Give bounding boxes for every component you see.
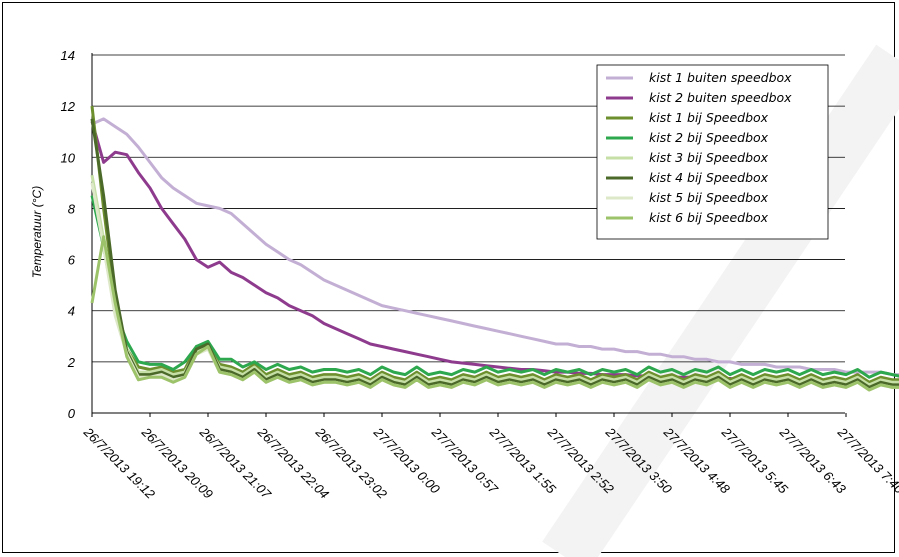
series-line-5: [90, 174, 899, 387]
y-tick-label: 12: [61, 99, 76, 114]
y-tick-label: 6: [68, 253, 76, 268]
series-line-1: [91, 117, 899, 377]
y-tick-label: 0: [68, 406, 76, 421]
series-line-8: [90, 235, 899, 392]
legend-label-7: kist 5 bij Speedbox: [649, 190, 769, 205]
legend-label-3: kist 1 bij Speedbox: [649, 110, 769, 125]
y-tick-label: 2: [67, 355, 76, 370]
legend-label-2: kist 2 buiten speedbox: [649, 90, 792, 105]
y-axis-ticks: 0 2 4 6 8 10 12 14: [61, 48, 76, 421]
legend-label-8: kist 6 bij Speedbox: [649, 210, 769, 225]
y-tick-label: 8: [68, 201, 76, 216]
legend: kist 1 buiten speedbox kist 2 buiten spee…: [596, 64, 829, 240]
legend-label-5: kist 3 bij Speedbox: [649, 150, 769, 165]
legend-label-1: kist 1 buiten speedbox: [649, 70, 792, 85]
legend-label-4: kist 2 bij Speedbox: [649, 130, 769, 145]
watermark: [542, 44, 899, 557]
series-line-4: [90, 195, 899, 379]
y-axis-title: Temperatuur (°C): [30, 186, 44, 278]
legend-box: [596, 64, 829, 240]
watermark-stroke: [542, 44, 899, 557]
y-tick-label: 10: [61, 150, 76, 165]
series-lines: [90, 105, 899, 392]
series-line-3: [90, 105, 899, 384]
y-tick-label: 4: [68, 304, 75, 319]
series-line-6: [90, 118, 899, 389]
legend-label-6: kist 4 bij Speedbox: [649, 170, 769, 185]
y-tick-label: 14: [61, 48, 75, 63]
